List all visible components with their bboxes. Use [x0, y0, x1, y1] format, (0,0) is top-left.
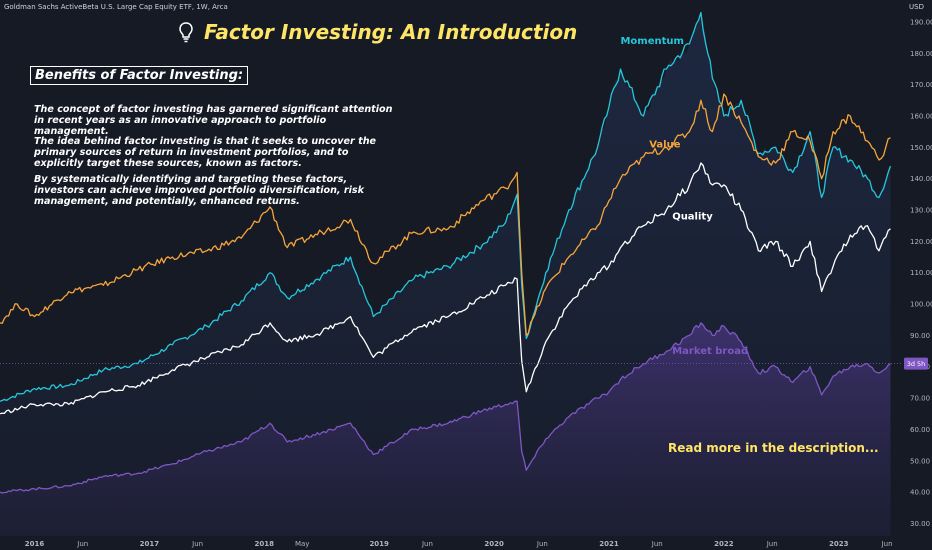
- value-line[interactable]: [0, 93, 891, 337]
- benefits-paragraph-3: By systematically identifying and target…: [34, 174, 365, 207]
- benefits-heading: Benefits of Factor Investing:: [30, 66, 249, 85]
- x-tick-label: Jun: [651, 540, 663, 548]
- y-tick-label: 140.00: [910, 175, 932, 183]
- currency-label: USD: [909, 3, 924, 11]
- x-tick-label: 2021: [599, 540, 619, 548]
- x-tick-label: May: [295, 540, 309, 548]
- y-tick-label: 180.00: [910, 50, 932, 58]
- y-tick-label: 120.00: [910, 238, 932, 246]
- y-tick-label: 100.00: [910, 301, 932, 309]
- x-tick-label: 2018: [255, 540, 275, 548]
- y-tick-label: 110.00: [910, 269, 932, 277]
- x-tick-label: 2020: [484, 540, 504, 548]
- benefits-paragraph-1: The concept of factor investing has garn…: [34, 104, 393, 137]
- x-tick-label: 2017: [140, 540, 160, 548]
- x-tick-label: 2016: [25, 540, 45, 548]
- title-text: Factor Investing: An Introduction: [204, 20, 578, 44]
- x-tick-label: Jun: [421, 540, 433, 548]
- y-tick-label: 70.00: [910, 395, 930, 403]
- read-more-text: Read more in the description...: [668, 441, 879, 455]
- market-broad-line[interactable]: [0, 322, 891, 494]
- y-tick-label: 150.00: [910, 144, 932, 152]
- y-tick-label: 30.00: [910, 520, 930, 528]
- x-tick-label: Jun: [536, 540, 548, 548]
- y-tick-label: 50.00: [910, 457, 930, 465]
- benefits-paragraph-2: The idea behind factor investing is that…: [34, 136, 377, 169]
- quality-label: Quality: [672, 211, 713, 222]
- y-tick-label: 160.00: [910, 112, 932, 120]
- y-tick-label: 170.00: [910, 81, 932, 89]
- x-tick-label: Jun: [766, 540, 778, 548]
- y-tick-label: 130.00: [910, 207, 932, 215]
- y-tick-label: 40.00: [910, 489, 930, 497]
- lightbulb-icon: [179, 22, 193, 43]
- market-broad-label: Market broad: [672, 346, 748, 357]
- quality-line[interactable]: [0, 162, 891, 415]
- price-badge-bg: [904, 357, 928, 370]
- y-tick-label: 90.00: [910, 332, 930, 340]
- symbol-header[interactable]: Goldman Sachs ActiveBeta U.S. Large Cap …: [4, 3, 228, 11]
- price-badge-text: 3d 5h: [907, 360, 926, 368]
- x-tick-label: 2019: [369, 540, 389, 548]
- price-badge: 3d 5h: [0, 357, 928, 370]
- market-broad-area: [0, 322, 891, 536]
- x-tick-label: Jun: [76, 540, 88, 548]
- y-tick-label: 60.00: [910, 426, 930, 434]
- x-tick-label: 2022: [714, 540, 734, 548]
- x-tick-label: 2023: [829, 540, 849, 548]
- y-axis[interactable]: 30.0040.0050.0060.0070.0080.0090.00100.0…: [910, 18, 932, 528]
- x-axis[interactable]: 2016 Jun 2017 Jun 2018 May 2019 Jun 2020 Jun 2021 J…: [25, 540, 893, 548]
- x-tick-label: Jun: [191, 540, 203, 548]
- page-title: Factor Investing: An Introduction: [178, 20, 577, 44]
- momentum-line[interactable]: [0, 11, 892, 402]
- x-tick-label: Jun: [881, 540, 893, 548]
- y-tick-label: 190.00: [910, 18, 932, 26]
- value-label: Value: [649, 139, 680, 150]
- momentum-label: Momentum: [620, 36, 683, 47]
